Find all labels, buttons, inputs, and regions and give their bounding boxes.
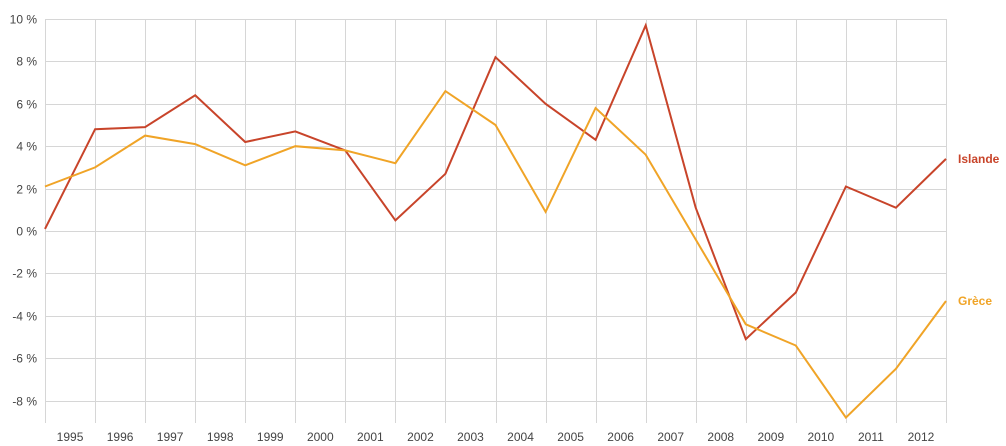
x-tick-label: 1999 <box>257 430 284 444</box>
series-label: Islande <box>958 152 1000 166</box>
x-tick-label: 1996 <box>107 430 134 444</box>
y-tick-label: 10 % <box>10 13 38 27</box>
x-tick-label: 2012 <box>908 430 935 444</box>
x-tick-label: 2007 <box>657 430 684 444</box>
y-tick-label: -8 % <box>12 395 37 409</box>
x-tick-label: 2003 <box>457 430 484 444</box>
series-label: Grèce <box>958 294 992 308</box>
x-tick-label: 2006 <box>607 430 634 444</box>
y-tick-label: -2 % <box>12 267 37 281</box>
series-line <box>44 89 947 420</box>
x-tick-label: 2011 <box>858 430 884 444</box>
x-tick-label: 2004 <box>507 430 534 444</box>
x-tick-label: 1997 <box>157 430 184 444</box>
x-tick-label: 2008 <box>707 430 734 444</box>
series-lines <box>44 22 947 420</box>
x-tick-label: 2009 <box>757 430 784 444</box>
x-tick-label: 2005 <box>557 430 584 444</box>
x-axis-ticks: 1995 1996 1997 1998 1999 2000 2001 2002 2003 2004… <box>57 430 935 444</box>
y-tick-label: -6 % <box>12 352 37 366</box>
x-tick-label: 2000 <box>307 430 334 444</box>
x-tick-label: 2010 <box>808 430 835 444</box>
y-tick-label: 6 % <box>16 98 37 112</box>
series-line <box>44 22 947 341</box>
x-tick-label: 1995 <box>57 430 84 444</box>
y-tick-label: 0 % <box>16 225 37 239</box>
grid-lines <box>45 19 947 423</box>
x-tick-label: 1998 <box>207 430 234 444</box>
x-tick-label: 2002 <box>407 430 434 444</box>
y-tick-label: 8 % <box>16 55 37 69</box>
y-tick-label: 2 % <box>16 183 37 197</box>
x-tick-label: 2001 <box>357 430 384 444</box>
y-tick-label: 4 % <box>16 140 37 154</box>
series-labels: Islande Grèce <box>958 152 1000 308</box>
y-axis-ticks: 10 % 8 % 6 % 4 % 2 % 0 % -2 % -4 % -6 % -8 % <box>10 13 38 409</box>
y-tick-label: -4 % <box>12 310 37 324</box>
